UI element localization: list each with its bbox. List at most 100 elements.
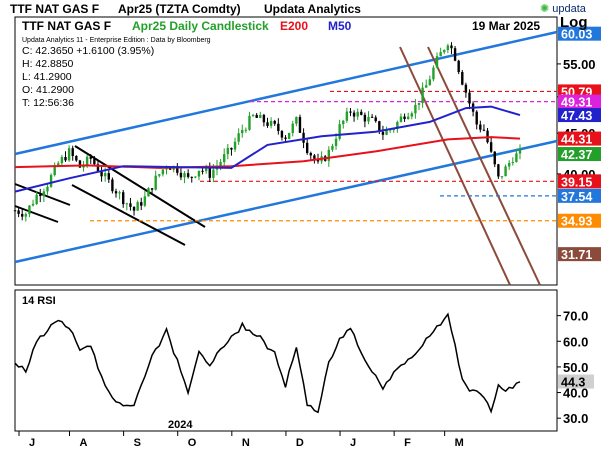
candle-body-up (392, 129, 395, 131)
candle-body-down (309, 153, 312, 156)
price-tag-label: 37.54 (561, 190, 592, 204)
candle-body-up (367, 116, 370, 122)
candle-body-down (489, 142, 493, 152)
candle-body-up (439, 52, 442, 57)
candle-body-up (511, 162, 514, 164)
series-label: Apr25 Daily Candlestick (132, 19, 269, 33)
candle-body-up (396, 121, 399, 130)
candle-body-down (78, 160, 82, 168)
candle-body-up (143, 196, 147, 206)
chart-header: TTF NAT GAS F Apr25 (TZTA Comdty) Updata… (0, 0, 602, 17)
candle-body-up (183, 173, 186, 178)
header-contract: Apr25 (TZTA Comdty) (118, 2, 241, 16)
candle-body-up (417, 103, 421, 105)
candle-body-up (356, 111, 359, 117)
rsi-tick-label: 40.0 (563, 386, 588, 401)
candle-body-down (349, 111, 352, 113)
trendlines (14, 30, 558, 286)
candle-body-down (132, 206, 136, 211)
candle-body-down (186, 173, 190, 177)
rsi-title: 14 RSI (22, 295, 56, 307)
candle-body-down (453, 48, 457, 61)
candle-body-up (85, 156, 89, 166)
horizontal-levels (90, 90, 557, 222)
candle-body-down (284, 137, 287, 139)
candle-body-down (140, 202, 143, 206)
candle-body-down (21, 213, 24, 217)
candle-body-up (35, 194, 38, 204)
candle-body-down (302, 132, 305, 143)
candle-body-up (241, 129, 244, 134)
candle-body-up (399, 116, 403, 122)
candle-body-up (287, 132, 291, 139)
candle-body-down (17, 210, 20, 214)
info-high: H: 42.8850 (22, 58, 74, 70)
candle-body-down (360, 111, 363, 115)
candle-body-down (122, 192, 125, 205)
candle-body-up (406, 116, 410, 120)
candle-body-up (237, 133, 240, 142)
candle-body-down (75, 155, 78, 161)
candle-body-down (298, 117, 302, 133)
candle-body-up (515, 153, 518, 163)
candle-body-down (482, 129, 486, 131)
price-tag (558, 131, 601, 146)
rsi-axis: 30.0 40.0 50.0 60.0 70.0 (557, 309, 588, 426)
price-tag-label: 47.43 (561, 109, 592, 123)
candle-body-down (230, 147, 233, 150)
down-channel-right (427, 46, 541, 286)
candle-body-down (363, 114, 367, 122)
price-tag (558, 174, 601, 189)
candle-body-up (507, 162, 511, 167)
falling-wedge-lower (71, 184, 186, 246)
month-label: J (29, 437, 35, 449)
month-label: O (188, 437, 197, 449)
candle-body-down (468, 92, 471, 104)
candle-body-down (93, 158, 96, 165)
subheader-instrument: TTF NAT GAS F (22, 19, 111, 33)
price-frame (14, 16, 558, 286)
candle-body-down (497, 164, 500, 177)
candle-body-up (67, 148, 71, 161)
candle-body-down (277, 123, 280, 132)
candle-body-up (338, 124, 341, 139)
candle-body-up (504, 166, 507, 177)
month-label: F (404, 437, 411, 449)
price-tags: 60.0350.7949.3147.4344.3142.3739.1537.54… (558, 26, 601, 262)
candle-body-down (381, 131, 385, 135)
rsi-tick-label: 70.0 (563, 309, 588, 324)
candle-body-down (89, 156, 92, 159)
rsi-line: 44.3 (14, 312, 594, 414)
header-instrument: TTF NAT GAS F (10, 2, 100, 16)
candle-body-up (53, 165, 56, 176)
candle-body-up (49, 175, 53, 187)
price-tag-label: 44.31 (561, 133, 592, 147)
candle-body-up (57, 163, 60, 166)
candles (13, 42, 522, 222)
candle-body-up (432, 67, 435, 80)
candle-body-down (114, 191, 118, 194)
price-tag (558, 247, 601, 262)
candle-body-down (374, 117, 377, 122)
info-box: Updata Analytics 11 - Enterprise Edition… (22, 37, 211, 109)
month-label: J (350, 437, 356, 449)
candle-body-up (428, 79, 432, 86)
info-open: O: 41.2900 (22, 84, 74, 96)
price-tag (558, 188, 601, 203)
candle-body-up (31, 203, 35, 206)
candle-body-down (450, 45, 453, 49)
candle-body-up (147, 188, 150, 197)
indicator-lines (14, 105, 521, 193)
candle-body-down (129, 203, 132, 207)
candle-body-up (103, 173, 107, 177)
candle-body-up (435, 56, 439, 68)
upper-channel-line (14, 30, 558, 156)
candle-body-up (244, 129, 248, 131)
candle-body-up (118, 192, 121, 194)
updata-logo: updata (552, 3, 586, 15)
info-low: L: 41.2900 (22, 71, 72, 83)
updata-logo-icon: ✺ (540, 3, 550, 15)
candle-body-up (446, 45, 450, 51)
candle-body-down (190, 176, 193, 178)
